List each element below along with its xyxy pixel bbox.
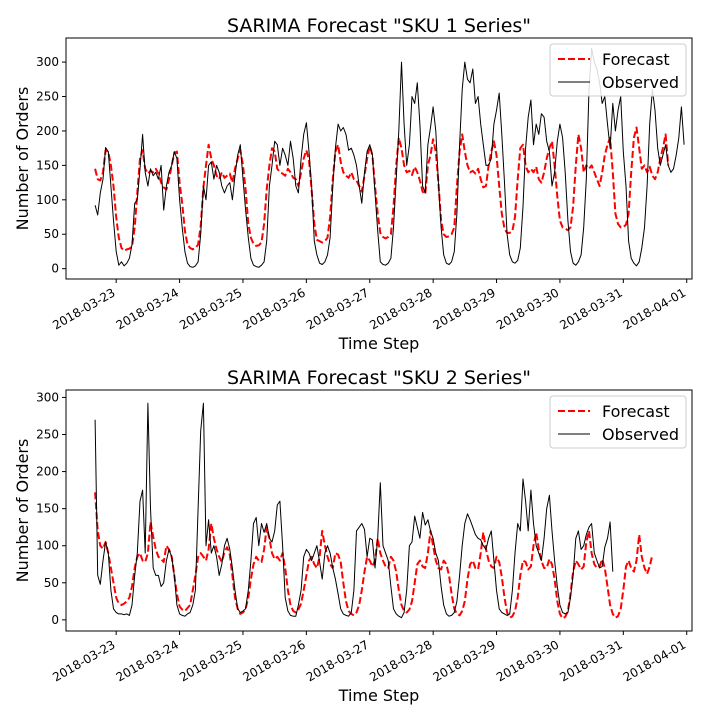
series-line-forecast [94,492,654,620]
y-tick-label: 50 [44,227,59,241]
legend-box [549,395,687,449]
legend-label: Forecast [602,402,670,421]
series-line-observed [94,402,614,619]
y-tick-label: 150 [36,158,59,172]
y-tick-label: 0 [51,613,59,627]
x-axis-label: Time Step [338,686,420,705]
y-tick-label: 300 [36,55,59,69]
x-axis-label: Time Step [338,334,420,353]
y-tick-label: 250 [36,427,59,441]
y-axis-label: Number of Orders [13,87,32,231]
series-line-observed [94,47,685,268]
legend-box [549,43,687,97]
y-tick-label: 200 [36,465,59,479]
y-tick-label: 250 [36,90,59,104]
y-tick-label: 0 [51,262,59,276]
y-axis-label: Number of Orders [13,439,32,583]
y-tick-label: 200 [36,124,59,138]
legend-label: Forecast [602,50,670,69]
legend: Forecast Observed [549,43,687,97]
y-tick-label: 50 [44,576,59,590]
legend: Forecast Observed [549,395,687,449]
y-tick-label: 100 [36,193,59,207]
y-tick-label: 150 [36,502,59,516]
y-tick-label: 300 [36,390,59,404]
chart-title: SARIMA Forecast "SKU 2 Series" [227,367,531,389]
plot-frame [65,37,693,280]
chart-title: SARIMA Forecast "SKU 1 Series" [227,15,531,37]
legend-label: Observed [602,73,679,92]
legend-label: Observed [602,425,679,444]
series-line-forecast [94,126,670,252]
plot-frame [65,389,693,632]
y-tick-label: 100 [36,539,59,553]
